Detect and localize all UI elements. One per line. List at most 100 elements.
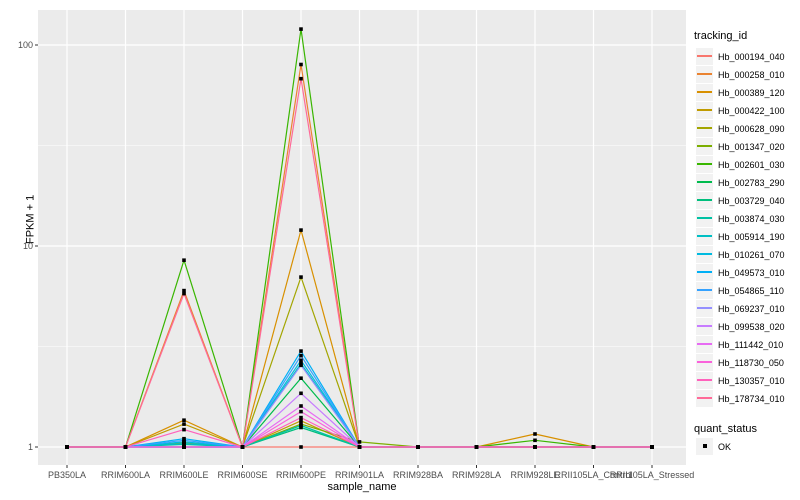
data-point	[182, 288, 186, 293]
data-point	[299, 391, 303, 396]
data-point	[591, 445, 596, 449]
legend-label: Hb_000389_120	[718, 87, 785, 98]
x-tick-label-RRIM928LE: RRIM928LE	[510, 470, 560, 480]
legend-key	[696, 317, 713, 335]
legend-key-line	[697, 145, 712, 147]
legend-label: Hb_010261_070	[718, 249, 785, 260]
x-tick-label-RRII105LA_Stressed: RRII105LA_Stressed	[609, 470, 695, 480]
legend-label: Hb_000194_040	[718, 51, 785, 62]
data-point	[533, 432, 537, 436]
legend-key-line	[697, 217, 712, 219]
x-tick-label-RRIM600PE: RRIM600PE	[275, 470, 327, 480]
legend-label: OK	[718, 441, 732, 452]
x-tick-label-RRIM600SE: RRIM600SE	[217, 470, 268, 480]
data-point	[533, 445, 537, 449]
data-point	[299, 76, 303, 81]
data-point	[299, 409, 303, 414]
legend-key-line	[697, 181, 712, 183]
y-tick-label: 1	[27, 442, 33, 452]
x-tick-label-RRII105LA_Control: RRII105LA_Control	[554, 470, 633, 480]
legend-label: Hb_001347_020	[718, 141, 785, 152]
legend-label: Hb_003874_030	[718, 213, 785, 224]
legend-key	[696, 263, 713, 281]
data-point	[299, 425, 303, 430]
legend-key-line	[697, 253, 712, 255]
data-point	[357, 445, 362, 449]
legend-key-line	[697, 163, 712, 165]
legend-label: Hb_054865_110	[718, 285, 784, 296]
data-point	[299, 419, 303, 423]
data-point	[299, 363, 303, 368]
data-point	[299, 415, 303, 420]
data-point	[182, 445, 186, 449]
data-point	[182, 427, 186, 432]
legend-label: Hb_000258_010	[718, 69, 785, 80]
data-point	[182, 291, 186, 296]
legend-key-line	[697, 307, 712, 309]
legend-key-line	[697, 235, 712, 237]
legend-key-line	[697, 199, 712, 201]
legend-key-line	[697, 55, 712, 57]
legend-key	[696, 209, 713, 227]
data-point	[357, 440, 362, 444]
data-point	[240, 445, 245, 449]
legend-label: Hb_003729_040	[718, 195, 785, 206]
plot-panel	[38, 10, 686, 465]
data-point	[299, 445, 303, 449]
legend-key-line	[697, 91, 712, 93]
legend-key	[696, 353, 713, 371]
x-tick-label-RRIM600LE: RRIM600LE	[159, 470, 209, 480]
legend-label: Hb_111442_010	[718, 339, 784, 350]
data-point	[123, 445, 128, 449]
data-point	[474, 445, 479, 449]
data-point	[182, 258, 186, 262]
x-tick-label-RRIM928LA: RRIM928LA	[451, 470, 502, 480]
data-point	[299, 358, 303, 363]
legend-key-point	[702, 444, 707, 448]
legend-key-line	[697, 361, 712, 363]
y-tick-label: 100	[17, 40, 33, 50]
legend-key-line	[697, 109, 712, 111]
data-point	[299, 376, 303, 380]
legend-key	[696, 299, 713, 317]
legend-key-line	[697, 127, 712, 129]
legend-key-line	[697, 379, 712, 381]
data-point	[182, 438, 186, 443]
legend-key	[696, 335, 713, 353]
data-point	[182, 422, 186, 426]
legend-key-line	[697, 289, 712, 291]
legend-key-line	[697, 73, 712, 75]
legend-label: Hb_002783_290	[718, 177, 785, 188]
legend-key-line	[697, 397, 712, 399]
legend-title-quant-status: quant_status	[694, 422, 757, 435]
data-point	[299, 353, 303, 358]
x-tick-label-PB350LA: PB350LA	[47, 470, 87, 480]
legend-key	[696, 47, 713, 65]
legend-label: Hb_000422_100	[718, 105, 785, 116]
data-point	[533, 438, 537, 443]
legend-key	[696, 101, 713, 119]
legend-key	[696, 245, 713, 263]
legend-label: Hb_118730_050	[718, 357, 784, 368]
legend-key	[696, 83, 713, 101]
x-axis-title: sample_name	[327, 481, 397, 493]
legend-key	[696, 65, 713, 83]
legend-key	[696, 281, 713, 299]
data-point	[182, 418, 186, 422]
legend-key	[696, 191, 713, 209]
legend-label: Hb_130357_010	[718, 375, 785, 386]
legend-label: Hb_002601_030	[718, 159, 785, 170]
legend-label: Hb_069237_010	[718, 303, 785, 314]
legend-key	[696, 155, 713, 173]
y-tick-label: 10	[22, 241, 33, 251]
legend-key	[696, 227, 713, 245]
legend-key	[696, 119, 713, 137]
legend-key	[696, 173, 713, 191]
data-point	[299, 423, 303, 428]
legend-key-line	[697, 271, 712, 273]
legend-label: Hb_049573_010	[718, 267, 785, 278]
legend-label: Hb_005914_190	[718, 231, 785, 242]
data-point	[299, 349, 303, 353]
